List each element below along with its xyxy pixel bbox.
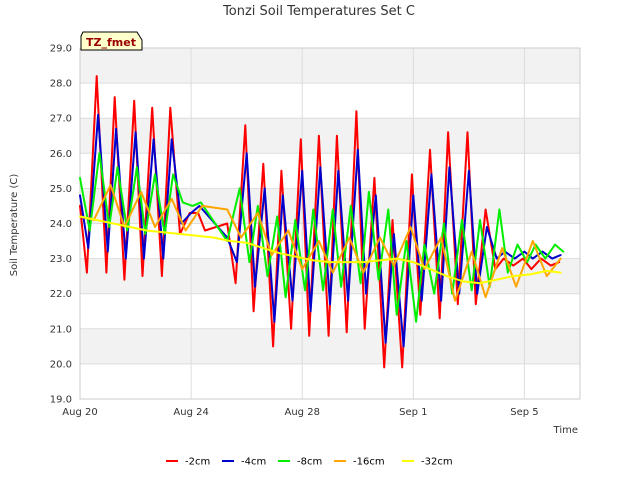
y-tick-label: 24.0 — [50, 219, 72, 230]
x-axis-label: Time — [553, 425, 578, 436]
legend-label: -8cm — [297, 457, 322, 468]
plot-frame — [79, 47, 581, 400]
y-tick-label: 26.0 — [50, 149, 72, 160]
plot-band — [80, 328, 580, 364]
legend-label: -32cm — [421, 457, 453, 468]
y-tick-label: 20.0 — [50, 359, 72, 370]
y-tick-label: 21.0 — [50, 324, 72, 335]
plot-band — [80, 83, 580, 119]
y-tick-label: 25.0 — [50, 184, 72, 195]
y-tick-label: 29.0 — [50, 44, 72, 55]
x-tick-label: Aug 24 — [173, 407, 208, 418]
x-tick-label: Aug 28 — [285, 407, 320, 418]
plot-band — [80, 48, 580, 84]
series-line — [79, 183, 562, 302]
x-tick-label: Sep 1 — [399, 407, 427, 418]
x-tick-labels: Aug 20 Aug 24 Aug 28 Sep 1 Sep 5 — [62, 407, 538, 418]
y-tick-label: 23.0 — [50, 254, 72, 265]
y-tick-label: 27.0 — [50, 114, 72, 125]
legend-label: -16cm — [353, 457, 385, 468]
site-badge: TZ_fmet — [80, 31, 143, 51]
plot-band — [80, 188, 580, 224]
badge-text: TZ_fmet — [86, 36, 136, 49]
y-tick-label: 19.0 — [50, 395, 72, 406]
series-line — [79, 215, 562, 285]
series-lines — [79, 75, 565, 369]
series-line — [79, 152, 565, 323]
y-tick-label: 22.0 — [50, 289, 72, 300]
y-tick-label: 28.0 — [50, 79, 72, 90]
x-tick-label: Sep 5 — [510, 407, 538, 418]
y-axis-label: Soil Temperature (C) — [9, 174, 20, 277]
plot-band — [80, 153, 580, 189]
x-tick-label: Aug 20 — [62, 407, 97, 418]
y-tick-labels: 19.0 20.0 21.0 22.0 23.0 24.0 25.0 26.0 27.0 28.0… — [50, 44, 72, 406]
legend: -2cm -4cm -8cm -16cm -32cm — [166, 457, 453, 468]
plot-band — [80, 363, 580, 399]
badge-shape — [80, 31, 143, 51]
legend-label: -2cm — [185, 457, 210, 468]
legend-label: -4cm — [241, 457, 266, 468]
chart-title: Tonzi Soil Temperatures Set C — [222, 4, 415, 19]
plot-band — [80, 118, 580, 154]
